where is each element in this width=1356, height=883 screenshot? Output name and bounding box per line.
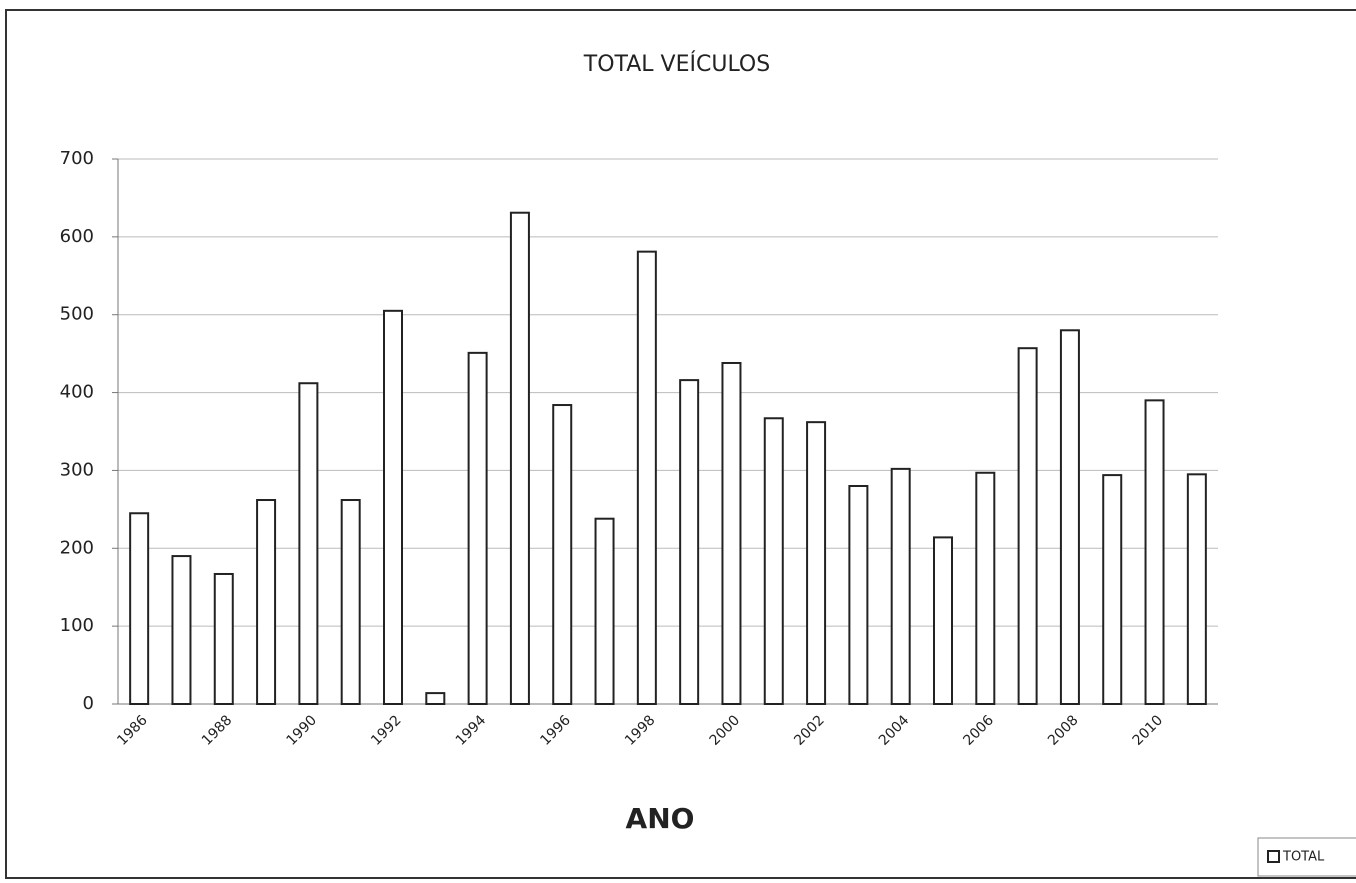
bar (509, 211, 530, 705)
x-tick-label: 2008 (1045, 712, 1082, 749)
bar (256, 499, 277, 705)
y-tick-label: 400 (60, 382, 94, 403)
bar (594, 517, 615, 706)
bar (721, 361, 742, 705)
legend-box (1257, 837, 1356, 877)
x-tick-label: 1986 (114, 712, 151, 749)
x-tick-label: 2010 (1130, 712, 1167, 749)
bar (1144, 399, 1165, 705)
bar (552, 404, 573, 705)
bar (213, 572, 234, 705)
bar (806, 421, 827, 705)
bar (1186, 473, 1207, 706)
y-tick-label: 0 (83, 693, 94, 714)
bar (1102, 474, 1123, 705)
x-tick-label: 1998 (622, 712, 659, 749)
y-tick-label: 700 (60, 148, 94, 169)
x-tick-label: 1992 (368, 712, 405, 749)
x-tick-label: 2004 (876, 712, 913, 749)
bar (1017, 347, 1038, 705)
bar (467, 351, 488, 705)
y-tick-label: 100 (60, 615, 94, 636)
bar (933, 536, 953, 706)
chart-title: TOTAL VEÍCULOS (583, 51, 770, 77)
bar (679, 379, 700, 705)
bar (1059, 329, 1080, 705)
x-tick-label: 2002 (791, 712, 828, 749)
bar (975, 471, 996, 705)
bar (171, 555, 192, 705)
y-tick-label: 600 (60, 226, 94, 247)
x-axis-label: ANO (626, 802, 695, 835)
bar (298, 382, 319, 705)
x-tick-label: 1994 (453, 712, 490, 749)
x-tick-label: 1988 (199, 712, 236, 749)
y-tick-label: 500 (60, 304, 94, 325)
bar (636, 250, 657, 705)
x-tick-label: 1996 (537, 712, 574, 749)
bar (890, 467, 911, 705)
chart-border (5, 9, 1356, 879)
bar (425, 692, 446, 705)
y-tick-label: 200 (60, 537, 94, 558)
x-tick-label: 1990 (284, 712, 321, 749)
y-tick-label: 300 (60, 459, 94, 480)
legend-label: TOTAL (1282, 850, 1325, 865)
bar (340, 499, 361, 705)
bar (763, 417, 784, 705)
bar (129, 512, 150, 705)
x-tick-label: 2006 (960, 712, 997, 749)
x-tick-label: 2000 (707, 712, 744, 749)
bar (383, 309, 403, 705)
legend-swatch (1267, 850, 1280, 863)
bar (848, 485, 869, 705)
